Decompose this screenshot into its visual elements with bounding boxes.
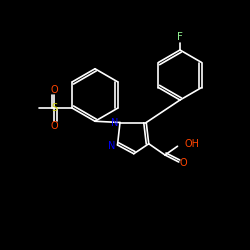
Text: S: S <box>51 103 57 113</box>
Text: N: N <box>108 141 116 151</box>
Text: OH: OH <box>184 139 200 149</box>
Text: N: N <box>111 118 118 128</box>
Text: O: O <box>50 121 58 131</box>
Text: O: O <box>50 85 58 95</box>
Text: O: O <box>180 158 187 168</box>
Text: F: F <box>177 32 183 42</box>
